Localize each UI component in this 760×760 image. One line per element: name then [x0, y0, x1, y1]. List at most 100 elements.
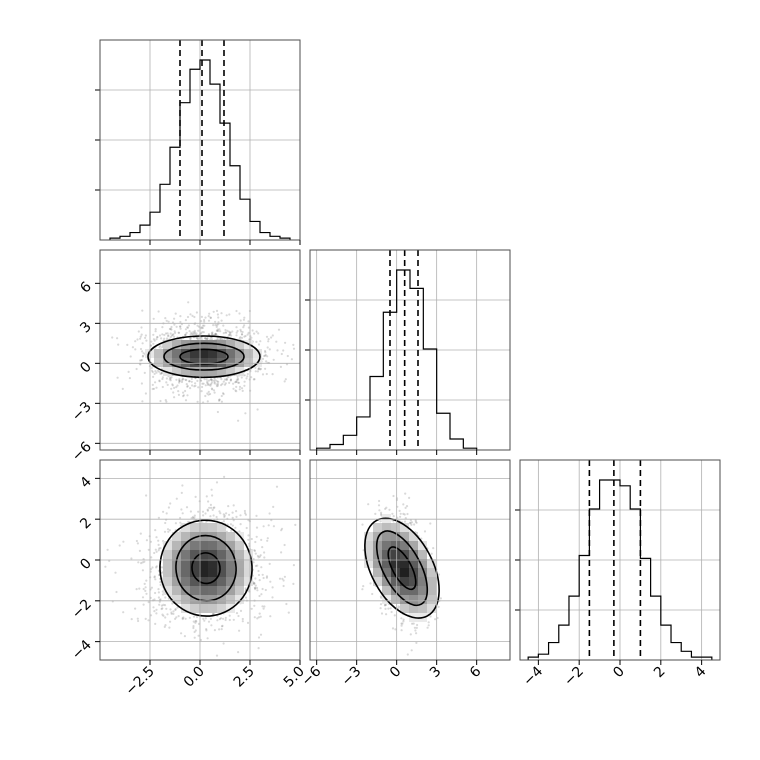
density-cell	[190, 559, 199, 568]
sample-point	[231, 516, 234, 520]
sample-point	[399, 512, 402, 515]
sample-point	[152, 342, 155, 345]
sample-point	[254, 540, 257, 544]
sample-point	[254, 552, 257, 555]
sample-point	[263, 551, 266, 554]
sample-point	[209, 316, 212, 319]
density-cell	[391, 586, 400, 595]
sample-point	[193, 331, 197, 334]
sample-point	[283, 380, 286, 383]
density-cell	[226, 340, 235, 349]
sample-point	[181, 379, 184, 382]
density-cell	[427, 586, 436, 595]
sample-point	[239, 330, 243, 333]
sample-point	[154, 548, 157, 551]
sample-point	[181, 617, 184, 621]
sample-point	[253, 586, 256, 590]
density-cell	[235, 340, 244, 349]
sample-point	[237, 614, 240, 618]
sample-point	[155, 338, 158, 341]
sample-point	[379, 520, 382, 523]
sample-point	[175, 497, 178, 500]
sample-point	[224, 382, 227, 385]
density-cell	[163, 550, 172, 559]
sample-point	[214, 323, 217, 327]
sample-point	[266, 537, 269, 540]
sample-point	[235, 326, 238, 329]
sample-point	[150, 586, 153, 589]
sample-point	[181, 512, 184, 515]
sample-point	[151, 370, 154, 374]
x-tick-label: 4	[692, 663, 710, 681]
sample-point	[212, 379, 216, 382]
sample-point	[192, 620, 195, 623]
sample-point	[264, 349, 267, 353]
sample-point	[246, 372, 249, 376]
sample-point	[206, 383, 210, 386]
sample-point	[212, 506, 215, 509]
sample-point	[215, 515, 218, 519]
sample-point	[400, 622, 403, 625]
density-cell	[244, 577, 253, 586]
sample-point	[155, 536, 158, 539]
sample-point	[229, 378, 233, 381]
sample-point	[173, 396, 176, 399]
density-cell	[244, 559, 253, 568]
sample-point	[165, 337, 169, 340]
density-cell	[208, 568, 217, 577]
sample-point	[211, 388, 214, 391]
density-cell	[235, 541, 244, 550]
sample-point	[253, 582, 256, 585]
sample-point	[192, 517, 195, 520]
sample-point	[184, 333, 187, 336]
sample-point	[104, 565, 107, 568]
density-cell	[181, 358, 190, 367]
density-cell	[199, 340, 208, 349]
sample-point	[255, 330, 258, 333]
sample-point	[235, 380, 238, 383]
sample-point	[152, 317, 155, 320]
sample-point	[197, 329, 200, 332]
density-cell	[427, 595, 436, 604]
sample-point	[144, 334, 147, 337]
density-cell	[400, 541, 409, 550]
density-cell	[382, 559, 391, 568]
sample-point	[266, 346, 269, 349]
sample-point	[159, 345, 162, 348]
density-cell	[154, 358, 163, 367]
sample-point	[437, 573, 441, 576]
sample-point	[362, 585, 365, 588]
sample-point	[168, 327, 171, 331]
sample-point	[155, 565, 158, 568]
sample-point	[244, 412, 247, 415]
sample-point	[169, 332, 172, 335]
sample-point	[191, 515, 194, 519]
sample-point	[258, 555, 261, 558]
sample-point	[252, 378, 255, 381]
density-cell	[382, 568, 391, 577]
y-tick-label: 4	[77, 474, 95, 492]
sample-point	[231, 524, 234, 527]
sample-point	[149, 568, 153, 571]
sample-point	[171, 333, 174, 337]
sample-point	[179, 521, 182, 524]
sample-point	[256, 564, 259, 567]
sample-point	[221, 624, 224, 628]
sample-point	[256, 408, 259, 411]
sample-point	[169, 327, 172, 330]
sample-point	[415, 641, 418, 645]
sample-point	[209, 378, 212, 381]
sample-point	[161, 333, 164, 336]
density-cell	[400, 523, 409, 532]
sample-point	[204, 520, 208, 523]
sample-point	[275, 340, 278, 343]
sample-point	[212, 612, 215, 615]
sample-point	[259, 368, 262, 371]
contour-line	[191, 552, 221, 585]
sample-point	[257, 367, 260, 370]
sample-point	[180, 491, 183, 494]
sample-point	[257, 367, 260, 371]
density-cell	[190, 595, 199, 604]
sample-point	[239, 336, 242, 339]
